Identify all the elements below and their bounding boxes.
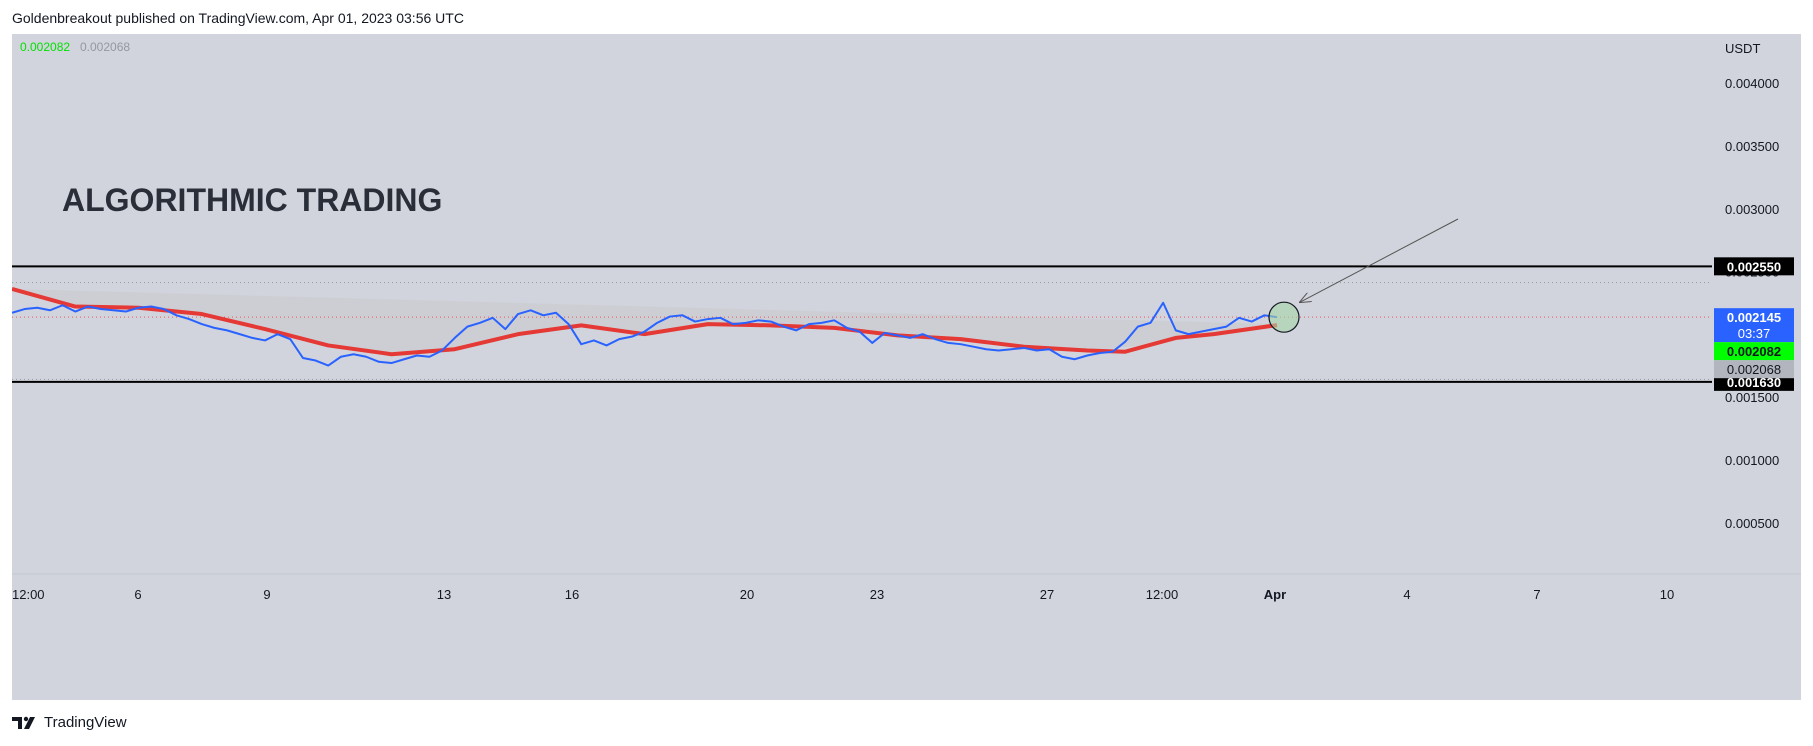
support-price-label: 0.001630 [1727,375,1781,390]
highlight-circle [1268,301,1300,333]
x-axis-tick-8: 12:00 [1146,587,1179,602]
current-price-tag [1714,308,1794,343]
publisher-header: Goldenbreakout published on TradingView.… [12,10,464,26]
resistance-price-tag [1714,257,1794,276]
secondary-price-tag [1714,360,1794,379]
x-axis-tick-5: 20 [740,587,754,602]
x-axis-tick-11: 7 [1533,587,1540,602]
secondary-price-label: 0.002068 [1727,362,1781,377]
price-chart[interactable]: 0.0040000.0035000.0030000.0025000.001500… [11,34,1801,700]
x-axis-tick-2: 9 [263,587,270,602]
y-axis-tick-1: 0.003500 [1725,139,1779,154]
x-axis-tick-1: 6 [134,587,141,602]
y-axis-tick-0: 0.004000 [1725,76,1779,91]
current-price-label: 0.002145 [1727,310,1781,325]
x-axis-tick-10: 4 [1403,587,1410,602]
x-axis-tick-6: 23 [870,587,884,602]
legend-value-gray: 0.002068 [80,40,130,54]
annotation-title: ALGORITHMIC TRADING [62,182,442,218]
resistance-price-label: 0.002550 [1727,259,1781,274]
x-axis-tick-0: 12:00 [12,587,45,602]
currency-label: USDT [1725,41,1760,56]
y-axis-tick-6: 0.000500 [1725,516,1779,531]
y-axis-tick-5: 0.001000 [1725,453,1779,468]
x-axis-tick-3: 13 [437,587,451,602]
legend-value-green: 0.002082 [20,40,70,54]
footer-brand: TradingView [44,714,127,731]
shaded-band [12,288,1277,355]
x-axis-tick-12: 10 [1660,587,1674,602]
x-axis-tick-7: 27 [1040,587,1054,602]
y-axis-tick-2: 0.003000 [1725,202,1779,217]
ma-price-tag [1714,342,1794,361]
annotation-arrow [1300,218,1459,302]
countdown-label: 03:37 [1738,326,1771,341]
chart-panel[interactable]: 0.0040000.0035000.0030000.0025000.001500… [11,34,1801,700]
footer: TradingView [12,714,127,731]
tradingview-logo-icon [12,716,35,729]
x-axis-tick-4: 16 [565,587,579,602]
x-axis-tick-9: Apr [1264,587,1286,602]
ma-price-label: 0.002082 [1727,344,1781,359]
moving-average-line [11,287,1278,357]
y-axis-tick-4: 0.001500 [1725,390,1779,405]
